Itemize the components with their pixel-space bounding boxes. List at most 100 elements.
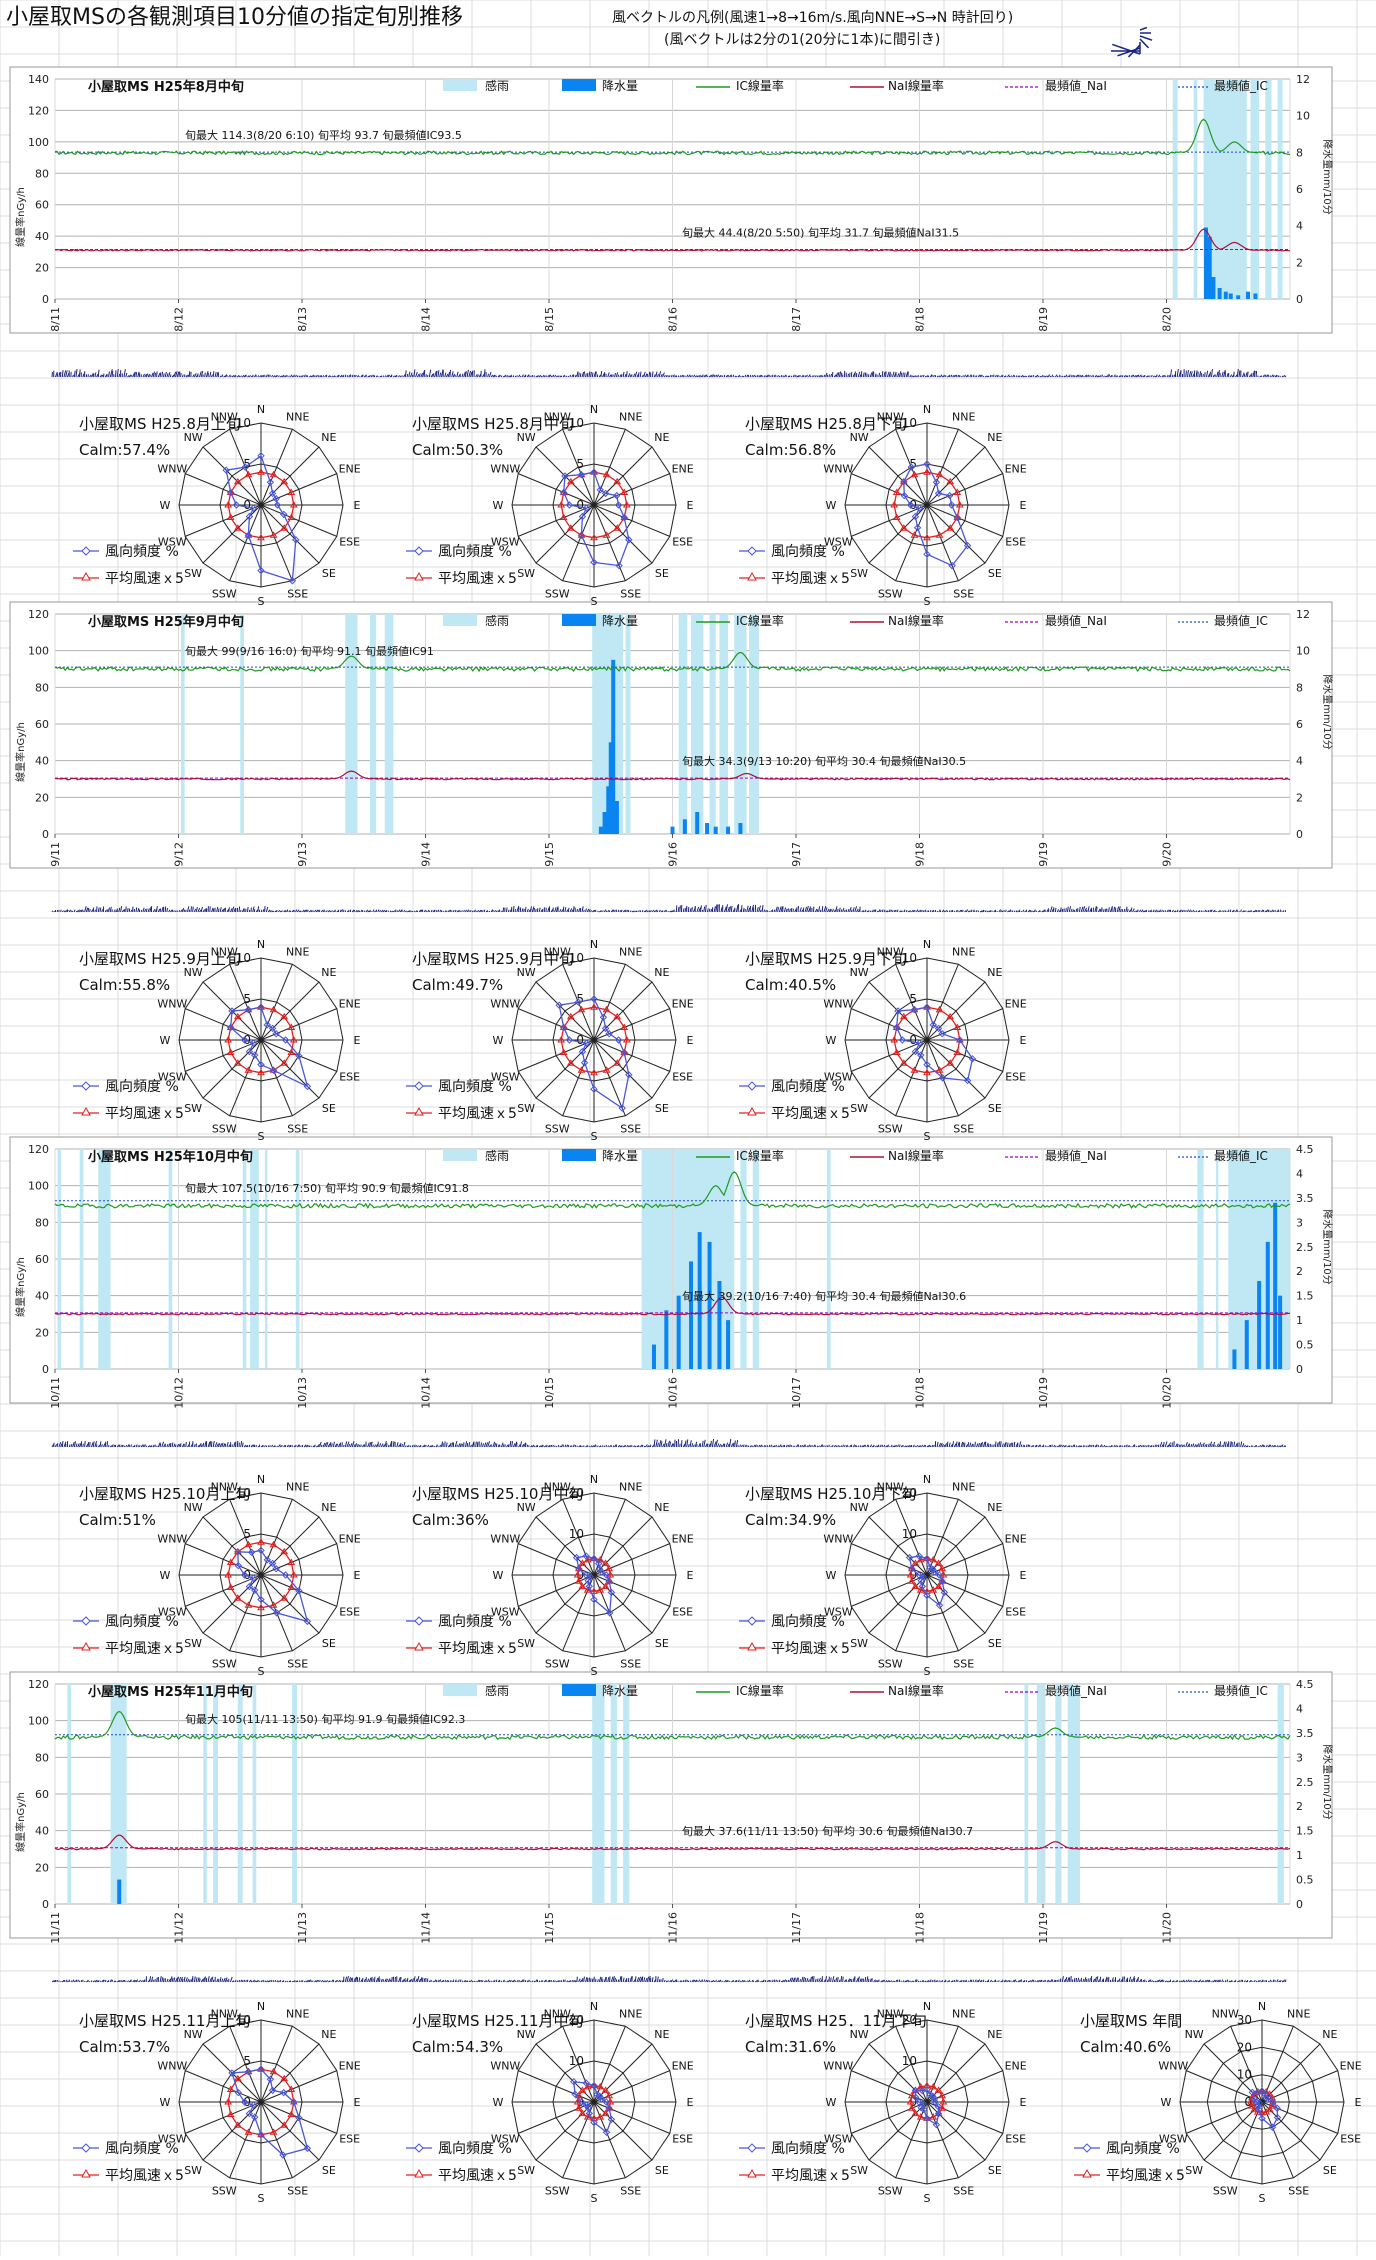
wind-vector-mark [1069, 1445, 1070, 1447]
x-tick-label: 11/11 [49, 1912, 62, 1944]
wind-vector-mark [306, 375, 307, 377]
wind-vector-mark [990, 1980, 991, 1982]
wind-vector-mark [786, 1980, 787, 1982]
wind-vector-mark [575, 1981, 576, 1982]
wind-vector-mark [752, 375, 753, 377]
wind-vector-mark [1152, 1980, 1153, 1982]
rose-legend-freq-marker [415, 1082, 423, 1090]
rose-spoke [1204, 2102, 1262, 2160]
wind-vector-mark [925, 910, 926, 912]
legend-nai: NaI線量率 [888, 78, 944, 93]
wind-vector-mark [563, 1980, 564, 1982]
legend-rain-sense: 感雨 [485, 1148, 509, 1163]
wind-vector-mark [630, 911, 631, 912]
wind-vector-mark [445, 373, 446, 377]
wind-vector-mark [380, 1443, 381, 1447]
wind-vector-mark [748, 908, 749, 912]
wind-vector-mark [987, 1443, 988, 1447]
wind-vector-mark [860, 1979, 861, 1982]
wind-vector-mark [913, 910, 914, 912]
wind-vector-mark [747, 375, 748, 377]
wind-vector-mark [930, 1980, 931, 1983]
wind-vector-mark [558, 1445, 559, 1447]
wind-vector-mark [865, 373, 866, 378]
wind-vector-mark [260, 1981, 261, 1982]
wind-vector-mark [959, 375, 960, 377]
wind-vector-mark [253, 907, 254, 912]
rose-direction-label: SSW [878, 1123, 903, 1136]
wind-vector-mark [241, 1441, 242, 1447]
y-tick-label: 80 [35, 1216, 49, 1229]
wind-vector-mark [704, 1440, 705, 1447]
wind-vector-mark [268, 1446, 269, 1448]
wind-vector-mark [1105, 909, 1106, 912]
wind-vector-mark [1086, 1446, 1087, 1447]
wind-vector-mark [186, 1977, 188, 1982]
wind-vector-mark [119, 374, 120, 377]
wind-vector-mark [757, 907, 758, 912]
rose-direction-label: NE [1322, 2028, 1337, 2041]
rose-legend-speed-marker [82, 2170, 90, 2177]
wind-vector-mark [793, 375, 795, 377]
wind-vector-mark [934, 1445, 935, 1447]
wind-vector-mark [937, 911, 938, 912]
wind-vector-mark [1117, 907, 1118, 912]
wind-vector-mark [483, 1980, 484, 1982]
wind-vector-mark [248, 907, 249, 912]
wind-vector-mark [659, 1980, 660, 1983]
wind-vector-mark [947, 1981, 948, 1982]
wind-vector-mark [1098, 1980, 1099, 1983]
rose-direction-label: SE [655, 1102, 669, 1115]
wind-vector-mark [771, 1445, 772, 1447]
wind-vector-mark [1021, 1445, 1022, 1448]
wind-vector-mark [496, 911, 497, 913]
wind-vector-mark [93, 908, 94, 912]
wind-vector-mark [668, 911, 669, 912]
wind-vector-mark [568, 1445, 569, 1447]
rose-direction-label: E [687, 2096, 694, 2109]
wind-vector-mark [714, 906, 715, 912]
wind-vector-mark [369, 375, 370, 377]
wind-vector-mark [815, 1979, 816, 1982]
wind-vector-mark [627, 1445, 629, 1447]
wind-vector-mark [383, 376, 384, 377]
wind-vector-strip [52, 1439, 1286, 1447]
wind-vector-legend-ray [1140, 39, 1149, 48]
y-tick-label: 0 [42, 293, 49, 306]
wind-vector-mark [1035, 1981, 1036, 1983]
rose-direction-label: WNW [490, 462, 520, 475]
rain-sense-band [1278, 1684, 1284, 1904]
wind-vector-mark [896, 1445, 897, 1447]
wind-vector-mark [471, 1980, 472, 1982]
rose-title: 小屋取MS H25．11月下旬 [745, 2012, 927, 2030]
wind-vector-mark [838, 1445, 839, 1447]
wind-vector-mark [313, 911, 314, 912]
wind-vector-mark [918, 1981, 919, 1982]
wind-vector-mark [891, 910, 892, 912]
wind-vector-mark [805, 1978, 806, 1982]
rose-direction-label: ESE [1005, 2133, 1026, 2146]
wind-vector-mark [750, 375, 751, 377]
rose-title: 小屋取MS H25.8月中旬 [412, 415, 574, 433]
wind-vector-mark [560, 1446, 561, 1447]
wind-vector-mark [1248, 372, 1249, 377]
wind-vector-mark [76, 369, 77, 377]
wind-vector-mark [121, 906, 122, 912]
wind-vector-mark [1145, 1445, 1146, 1447]
wind-vector-mark [1023, 376, 1025, 377]
wind-vector-mark [359, 911, 360, 912]
wind-vector-mark [863, 373, 864, 378]
rose-direction-label: NW [850, 966, 869, 979]
wind-vector-mark [790, 1445, 791, 1448]
rose-direction-label: N [590, 403, 598, 416]
rose-direction-label: S [1259, 2192, 1266, 2205]
wind-vector-mark [668, 376, 669, 377]
wind-vector-mark [66, 1980, 67, 1982]
wind-vector-mark [136, 907, 137, 912]
wind-vector-mark [961, 1980, 962, 1982]
wind-vector-mark [905, 1446, 907, 1447]
decade-chart: 02040608010012000.511.522.533.544.511/11… [10, 1672, 1334, 1944]
wind-vector-mark [116, 1981, 117, 1982]
wind-vector-mark [172, 910, 173, 912]
wind-vector-mark [380, 910, 381, 912]
